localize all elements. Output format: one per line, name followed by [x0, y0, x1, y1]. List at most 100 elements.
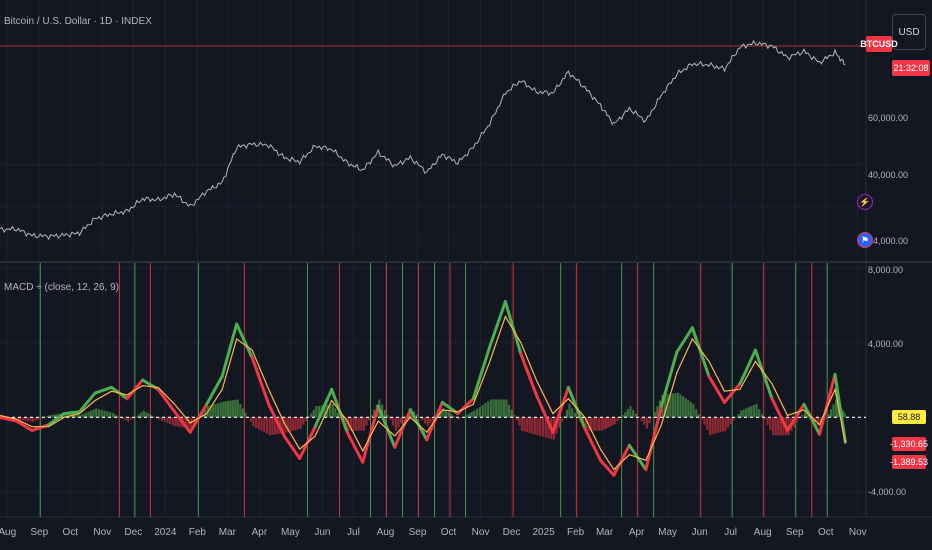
histogram-bar [465, 415, 468, 418]
histogram-bar [317, 405, 321, 418]
histogram-bar [116, 415, 119, 418]
histogram-bar [34, 417, 37, 421]
histogram-bar [294, 417, 297, 431]
us-flag-icon[interactable]: ⚑ [857, 232, 873, 248]
histogram-bar [224, 401, 227, 418]
macd-line-segment [690, 326, 711, 378]
histogram-bar [263, 417, 266, 433]
histogram-bar [798, 417, 801, 419]
histogram-bar [40, 417, 43, 419]
histogram-bar [418, 417, 421, 418]
histogram-bar [236, 399, 239, 418]
histogram-bar [804, 410, 807, 418]
histogram-bar [492, 399, 495, 418]
lightning-bolt-icon[interactable]: ⚡ [857, 194, 873, 210]
histogram-bar [616, 417, 619, 422]
macd-line-segment [93, 385, 114, 395]
histogram-bar [163, 417, 166, 422]
histogram-bar [835, 399, 838, 418]
histogram-bar [51, 414, 54, 418]
macd-line-segment [738, 348, 757, 386]
histogram-bar [500, 399, 503, 418]
histogram-bar [124, 417, 127, 421]
histogram-bar [763, 417, 766, 420]
histogram-bar [829, 409, 833, 418]
time-axis-label: Feb [189, 527, 207, 538]
histogram-bar [424, 417, 427, 424]
histogram-bar [760, 414, 764, 418]
histogram-bar [111, 412, 114, 418]
histogram-bar [442, 408, 445, 418]
histogram-bar [66, 413, 69, 418]
histogram-bar [478, 406, 482, 418]
macd-line-segment [534, 393, 555, 434]
macd-line-segment [583, 427, 602, 462]
histogram-bar [600, 417, 603, 431]
histogram-bar [497, 399, 500, 418]
histogram-bar [841, 410, 845, 418]
currency-button[interactable]: USD [892, 14, 926, 50]
histogram-bar [653, 411, 656, 418]
histogram-bar [426, 417, 430, 427]
macd-line-segment [173, 410, 192, 434]
histogram-bar [560, 417, 563, 422]
histogram-bar [203, 409, 207, 418]
histogram-bar [450, 413, 453, 418]
price-axis-label-40000: 40,000.00 [868, 170, 909, 180]
macd-line-segment [471, 344, 492, 401]
histogram-bar [150, 415, 153, 418]
time-axis-label: Apr [629, 527, 645, 538]
time-axis-label: Oct [62, 527, 78, 538]
histogram-bar [645, 417, 649, 429]
histogram-bar [832, 404, 835, 418]
price-axis-label-24000: 24,000.00 [868, 236, 909, 246]
time-axis-label: Jul [724, 527, 737, 538]
histogram-bar [53, 414, 56, 418]
signal-value-badge: -1,389.53 [889, 455, 929, 469]
histogram-bar [260, 417, 263, 431]
histogram-bar [457, 417, 461, 420]
histogram-bar [360, 417, 363, 431]
histogram-bar [184, 417, 188, 428]
histogram-bar [439, 411, 442, 418]
macd-line-segment [141, 378, 160, 391]
histogram-bar [536, 417, 539, 436]
histogram-bar [602, 417, 605, 430]
histogram-bar [609, 417, 612, 427]
macd-line-segment [722, 382, 742, 404]
histogram-bar [106, 411, 109, 418]
histogram-bar [742, 409, 745, 418]
histogram-bar [19, 417, 22, 420]
histogram-bar [468, 413, 471, 418]
histogram-bar [447, 412, 450, 418]
time-axis-label: Nov [93, 527, 111, 538]
histogram-bar [766, 417, 769, 425]
histogram-bar [687, 400, 690, 418]
histogram-bar [724, 417, 727, 431]
histogram-bar [74, 414, 77, 418]
chart-title: Bitcoin / U.S. Dollar · 1D · INDEX [4, 16, 152, 27]
histogram-bar [26, 417, 30, 422]
histogram-bar [518, 417, 521, 426]
macd-line-segment [753, 348, 774, 401]
histogram-bar [108, 412, 112, 418]
histogram-bar [397, 417, 400, 428]
histogram-bar [166, 417, 169, 423]
histogram-bar [252, 417, 255, 427]
macd-line-segment [250, 356, 271, 406]
histogram-bar [171, 417, 175, 426]
histogram-bar [729, 417, 732, 425]
histogram-bar [626, 409, 629, 418]
histogram-bar [84, 412, 87, 418]
btc-price-line [0, 39, 846, 241]
time-axis-label: Apr [252, 527, 268, 538]
macd-line-segment [156, 387, 177, 414]
histogram-bar [302, 417, 305, 425]
time-axis-label: Jun [314, 527, 330, 538]
macd-line-segment [62, 410, 82, 416]
histogram-bar [370, 415, 373, 418]
histogram-bar [334, 408, 337, 418]
histogram-bar [239, 403, 242, 418]
histogram-bar [584, 417, 588, 431]
histogram-value-badge: 58.88 [892, 410, 926, 424]
